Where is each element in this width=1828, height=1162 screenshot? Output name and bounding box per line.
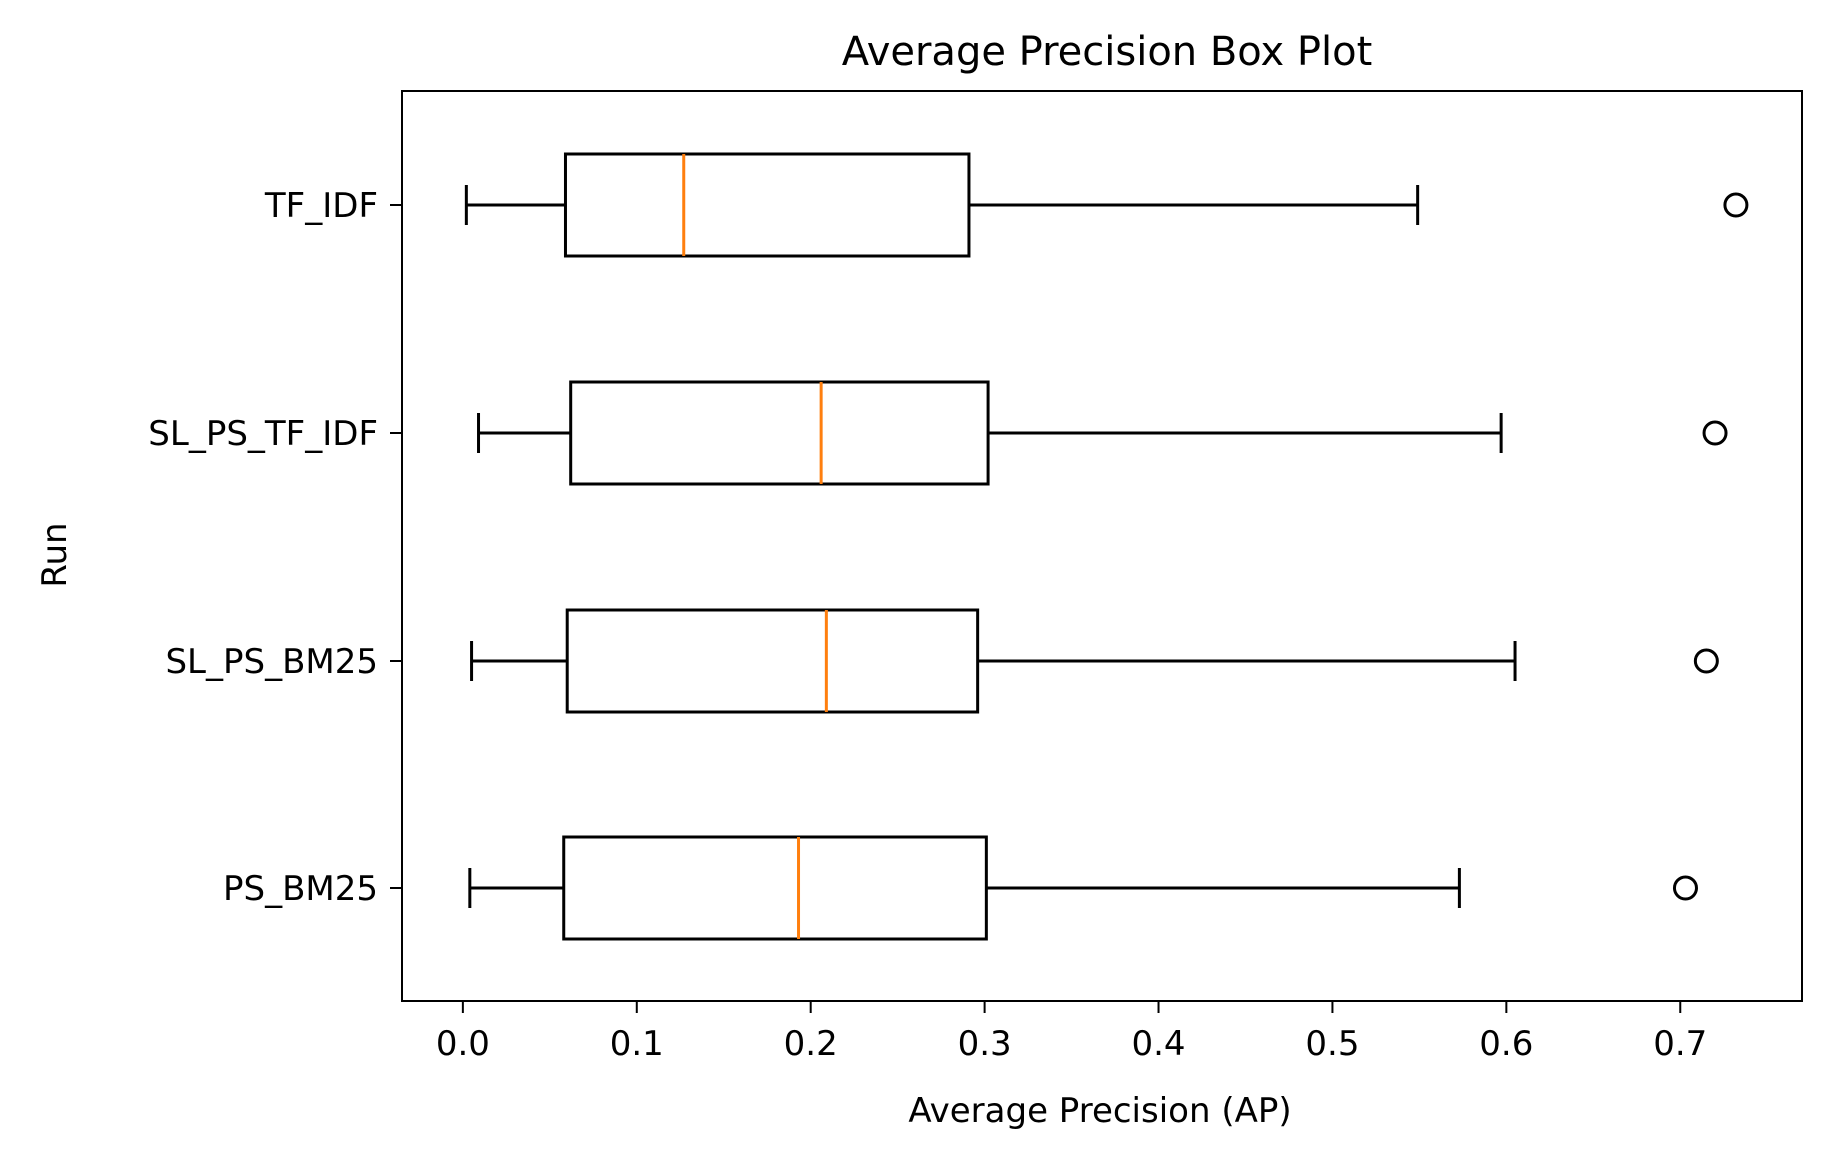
y-axis-ticks: TF_IDF SL_PS_TF_IDF SL_PS_BM25 PS_BM25: [148, 186, 402, 909]
iqr-box: [562, 835, 988, 941]
y-axis-label: Run: [35, 522, 75, 587]
x-axis-label: Average Precision (AP): [908, 1091, 1291, 1131]
box-group-SL_PS_TF_IDF: [477, 380, 1728, 486]
outlier-point: [1693, 648, 1719, 674]
iqr-box: [565, 608, 980, 714]
x-tick-label: 0.2: [784, 1024, 838, 1064]
y-tick-label: SL_PS_TF_IDF: [148, 414, 378, 454]
x-tick-label: 0.0: [436, 1024, 490, 1064]
iqr-box: [563, 152, 971, 258]
outlier-point: [1723, 192, 1749, 218]
iqr-box: [569, 380, 990, 486]
x-tick-label: 0.5: [1305, 1024, 1359, 1064]
x-tick-label: 0.3: [958, 1024, 1012, 1064]
x-tick-label: 0.6: [1479, 1024, 1533, 1064]
box-group-PS_BM25: [468, 835, 1698, 941]
box-group-TF_IDF: [464, 152, 1749, 258]
outlier-point: [1702, 420, 1728, 446]
y-tick-label: SL_PS_BM25: [165, 642, 378, 682]
x-tick-label: 0.1: [610, 1024, 664, 1064]
x-tick-label: 0.4: [1131, 1024, 1185, 1064]
y-tick-label: TF_IDF: [264, 186, 378, 226]
chart-marks: [464, 152, 1749, 941]
x-axis-ticks: 0.0 0.1 0.2 0.3 0.4 0.5 0.6 0.7: [436, 1001, 1707, 1064]
x-tick-label: 0.7: [1653, 1024, 1707, 1064]
y-tick-label: PS_BM25: [223, 869, 378, 909]
chart-title: Average Precision Box Plot: [842, 29, 1373, 75]
outlier-point: [1672, 875, 1698, 901]
box-group-SL_PS_BM25: [470, 608, 1719, 714]
plot-area-frame: [401, 90, 1803, 1002]
